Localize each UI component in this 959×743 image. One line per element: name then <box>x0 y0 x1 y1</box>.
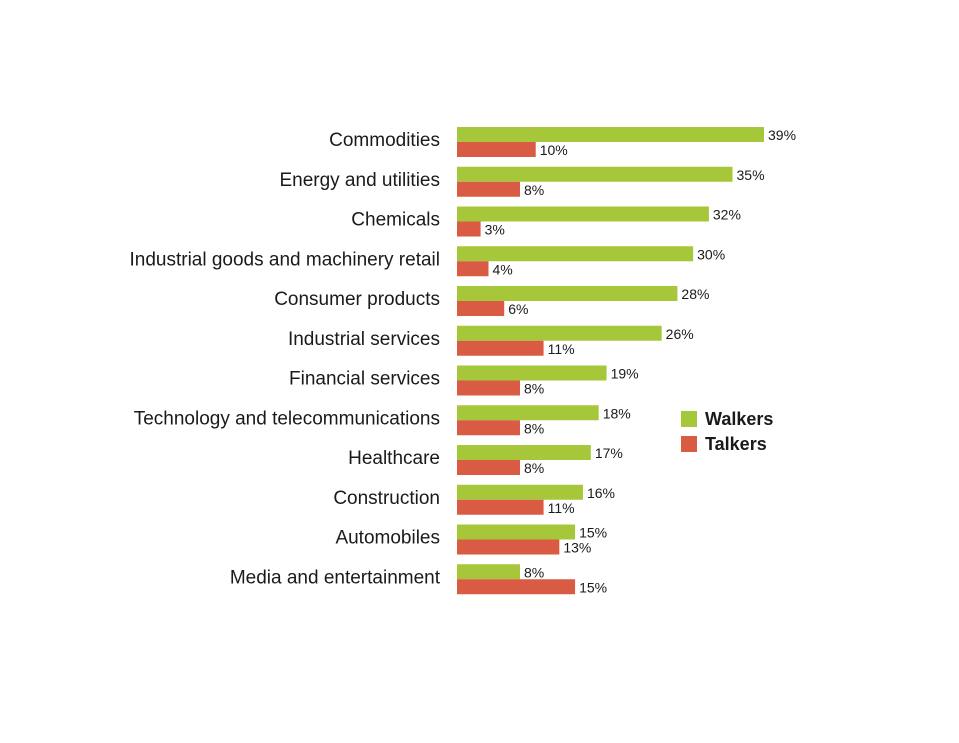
legend-swatch-talkers <box>681 436 697 452</box>
bar-walkers-technology-and-telecommunications <box>457 405 599 421</box>
bar-walkers-automobiles <box>457 524 576 540</box>
bar-walkers-industrial-services <box>457 325 662 341</box>
value-label-talkers-commodities: 10% <box>540 142 568 158</box>
bar-talkers-financial-services <box>457 380 520 396</box>
bar-talkers-healthcare <box>457 460 520 475</box>
bar-talkers-media-and-entertainment <box>457 579 576 595</box>
value-label-walkers-technology-and-telecommunications: 18% <box>603 405 631 421</box>
category-label-technology-and-telecommunications: Technology and telecommunications <box>134 408 440 429</box>
bar-walkers-media-and-entertainment <box>457 564 520 580</box>
category-label-chemicals: Chemicals <box>351 210 440 231</box>
legend-swatch-walkers <box>681 411 697 427</box>
bar-talkers-industrial-services <box>457 340 544 356</box>
category-label-automobiles: Automobiles <box>335 528 440 549</box>
bar-talkers-energy-and-utilities <box>457 181 520 197</box>
value-label-walkers-industrial-services: 26% <box>666 326 694 342</box>
bar-walkers-healthcare <box>457 445 591 460</box>
value-label-walkers-healthcare: 17% <box>595 445 623 461</box>
bar-talkers-consumer-products <box>457 301 505 316</box>
value-label-talkers-automobiles: 13% <box>563 540 591 556</box>
legend-label-talkers: Talkers <box>705 434 767 454</box>
bar-walkers-financial-services <box>457 365 607 381</box>
category-label-media-and-entertainment: Media and entertainment <box>230 567 441 588</box>
bar-walkers-commodities <box>457 127 764 142</box>
legend-label-walkers: Walkers <box>705 409 773 429</box>
value-label-talkers-construction: 11% <box>548 500 575 516</box>
value-label-talkers-industrial-goods-and-machinery-retail: 4% <box>492 261 512 277</box>
category-label-construction: Construction <box>333 488 440 509</box>
bar-talkers-technology-and-telecommunications <box>457 420 520 436</box>
category-label-healthcare: Healthcare <box>348 448 440 469</box>
value-label-talkers-industrial-services: 11% <box>548 341 575 357</box>
value-label-talkers-chemicals: 3% <box>485 222 505 238</box>
value-label-walkers-commodities: 39% <box>768 127 796 143</box>
value-label-walkers-automobiles: 15% <box>579 525 607 541</box>
category-label-energy-and-utilities: Energy and utilities <box>279 170 440 191</box>
category-label-financial-services: Financial services <box>289 369 440 390</box>
bar-walkers-energy-and-utilities <box>457 166 733 182</box>
value-label-talkers-media-and-entertainment: 15% <box>579 579 607 595</box>
value-label-talkers-consumer-products: 6% <box>508 301 528 317</box>
value-label-walkers-media-and-entertainment: 8% <box>524 564 544 580</box>
bar-walkers-construction <box>457 484 583 500</box>
bar-walkers-consumer-products <box>457 286 678 301</box>
category-label-industrial-goods-and-machinery-retail: Industrial goods and machinery retail <box>129 249 440 270</box>
bars-layer <box>457 127 764 595</box>
value-label-walkers-energy-and-utilities: 35% <box>737 167 765 183</box>
legend: Walkers Talkers <box>681 409 773 454</box>
bar-walkers-chemicals <box>457 206 709 222</box>
value-label-walkers-consumer-products: 28% <box>681 286 709 302</box>
bar-talkers-industrial-goods-and-machinery-retail <box>457 261 489 277</box>
value-label-talkers-energy-and-utilities: 8% <box>524 182 544 198</box>
value-label-walkers-chemicals: 32% <box>713 207 741 223</box>
value-label-walkers-industrial-goods-and-machinery-retail: 30% <box>697 246 725 262</box>
category-label-industrial-services: Industrial services <box>288 329 440 350</box>
value-label-talkers-technology-and-telecommunications: 8% <box>524 420 544 436</box>
category-label-consumer-products: Consumer products <box>274 289 440 310</box>
category-label-commodities: Commodities <box>329 130 440 151</box>
value-label-talkers-financial-services: 8% <box>524 381 544 397</box>
bar-talkers-automobiles <box>457 539 560 555</box>
value-label-talkers-healthcare: 8% <box>524 460 544 476</box>
value-label-walkers-financial-services: 19% <box>611 366 639 382</box>
bar-talkers-commodities <box>457 142 536 157</box>
bar-walkers-industrial-goods-and-machinery-retail <box>457 246 694 262</box>
bar-talkers-chemicals <box>457 221 481 237</box>
labels-layer: Commodities 39% 10% Energy and utilities 35%… <box>129 127 796 595</box>
value-label-walkers-construction: 16% <box>587 485 615 501</box>
bar-talkers-construction <box>457 499 544 515</box>
